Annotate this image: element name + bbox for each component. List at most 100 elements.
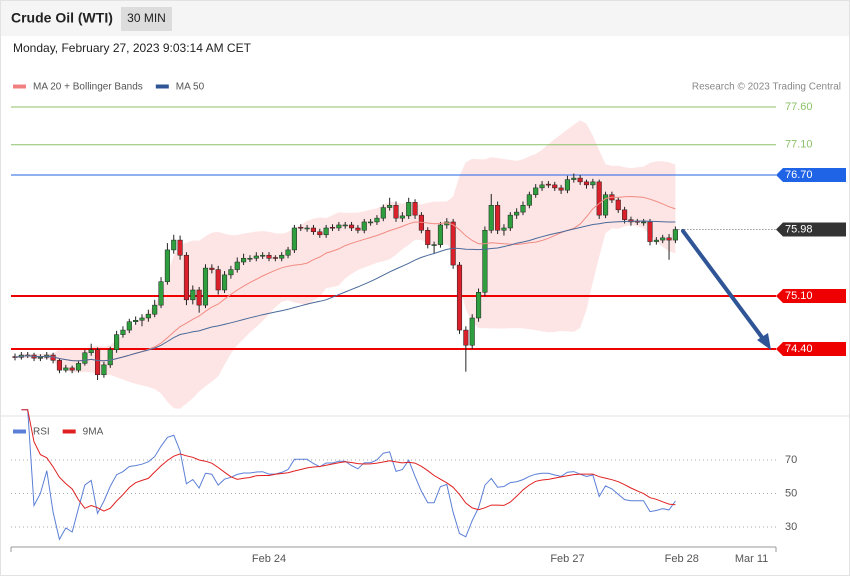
candle-body	[672, 229, 678, 241]
candle-body	[495, 205, 501, 231]
legend-swatch	[62, 429, 76, 434]
level-label: 77.60	[785, 101, 813, 113]
candle-body	[133, 320, 139, 323]
candle-body	[145, 313, 151, 319]
bollinger-band	[15, 120, 676, 409]
level-label: 75.98	[785, 223, 813, 235]
legend-label: 9MA	[83, 427, 104, 438]
timeframe-badge	[121, 7, 172, 31]
copyright: Research © 2023 Trading Central	[692, 82, 841, 93]
candle-body	[425, 230, 431, 245]
candle-body	[431, 244, 437, 246]
candle-body	[272, 257, 278, 259]
candle-body	[577, 177, 583, 183]
candle-body	[393, 205, 399, 219]
x-tick-label: Feb 27	[550, 553, 584, 565]
candle-body	[488, 205, 494, 231]
level-label: 77.10	[785, 139, 813, 151]
candle-body	[590, 181, 596, 186]
title: Crude Oil (WTI)	[11, 10, 113, 26]
candle-body	[291, 227, 297, 251]
y-tick-label: 70	[785, 454, 797, 466]
level-label-box	[776, 341, 846, 356]
candle-body	[126, 321, 132, 331]
candle-body	[158, 281, 164, 306]
candle-body	[349, 224, 355, 229]
candle-body	[222, 274, 228, 291]
candle-body	[247, 257, 253, 260]
candle-body	[95, 349, 101, 375]
candle-body	[336, 224, 342, 229]
legend-swatch	[155, 84, 169, 89]
candle-body	[82, 352, 88, 364]
candle-body	[209, 267, 215, 270]
candle-body	[152, 304, 158, 315]
candle-body	[355, 227, 361, 231]
candle-body	[342, 224, 348, 227]
rsi-ma-line	[21, 409, 676, 512]
candle-body	[387, 205, 393, 208]
candle-body	[641, 221, 647, 224]
candle-body	[456, 264, 463, 331]
candle-body	[202, 267, 209, 306]
candle-body	[241, 257, 247, 263]
candle-body	[171, 239, 177, 251]
legend-swatch	[13, 84, 26, 89]
candle-body	[215, 269, 221, 291]
candle-body	[437, 224, 443, 245]
candle-body	[285, 249, 291, 256]
level-label: 74.40	[785, 343, 813, 355]
legend-label: MA 50	[176, 82, 205, 93]
candle-body	[69, 367, 75, 371]
level-label-box	[776, 289, 846, 304]
x-tick-label: Feb 28	[665, 553, 699, 565]
candle-body	[615, 199, 621, 211]
candle-body	[120, 329, 126, 335]
candle-body	[450, 221, 456, 266]
candle-body	[514, 211, 520, 216]
candle-body	[406, 202, 412, 217]
candle-body	[501, 227, 507, 231]
candle-body	[507, 214, 513, 229]
candle-body	[196, 289, 202, 306]
candle-body	[526, 194, 532, 206]
candle-body	[266, 254, 272, 259]
candle-body	[412, 202, 418, 216]
legend-label: MA 20 + Bollinger Bands	[33, 82, 143, 93]
x-tick-label: Mar 11	[735, 553, 768, 565]
candle-body	[107, 349, 113, 366]
level-label: 75.10	[785, 290, 813, 302]
candle-body	[482, 230, 488, 293]
candle-body	[101, 364, 107, 375]
date: Monday, February 27, 2023 9:03:14 AM CET	[13, 41, 252, 55]
candle-body	[88, 349, 94, 354]
candle-body	[368, 221, 374, 224]
candle-body	[647, 221, 653, 242]
candle-body	[183, 254, 189, 301]
candle-body	[304, 227, 310, 230]
candle-body	[228, 269, 234, 276]
rsi-line	[21, 409, 676, 541]
candle-body	[520, 205, 526, 213]
level-label-box	[776, 222, 846, 237]
legend-label: RSI	[33, 427, 50, 438]
candle-body	[139, 317, 145, 321]
candle-body	[177, 239, 183, 256]
candle-body	[190, 289, 196, 301]
candle-body	[361, 221, 367, 231]
legend-swatch	[13, 429, 26, 434]
candle-body	[164, 249, 170, 282]
candle-body	[583, 181, 590, 186]
candle-body	[539, 184, 545, 189]
candle-body	[564, 179, 571, 191]
candle-body	[545, 183, 551, 186]
candle-body	[533, 187, 539, 195]
candle-body	[660, 237, 666, 241]
candle-body	[558, 187, 564, 191]
candle-body	[380, 207, 386, 219]
y-tick-label: 30	[785, 521, 797, 533]
candle-body	[310, 227, 316, 233]
